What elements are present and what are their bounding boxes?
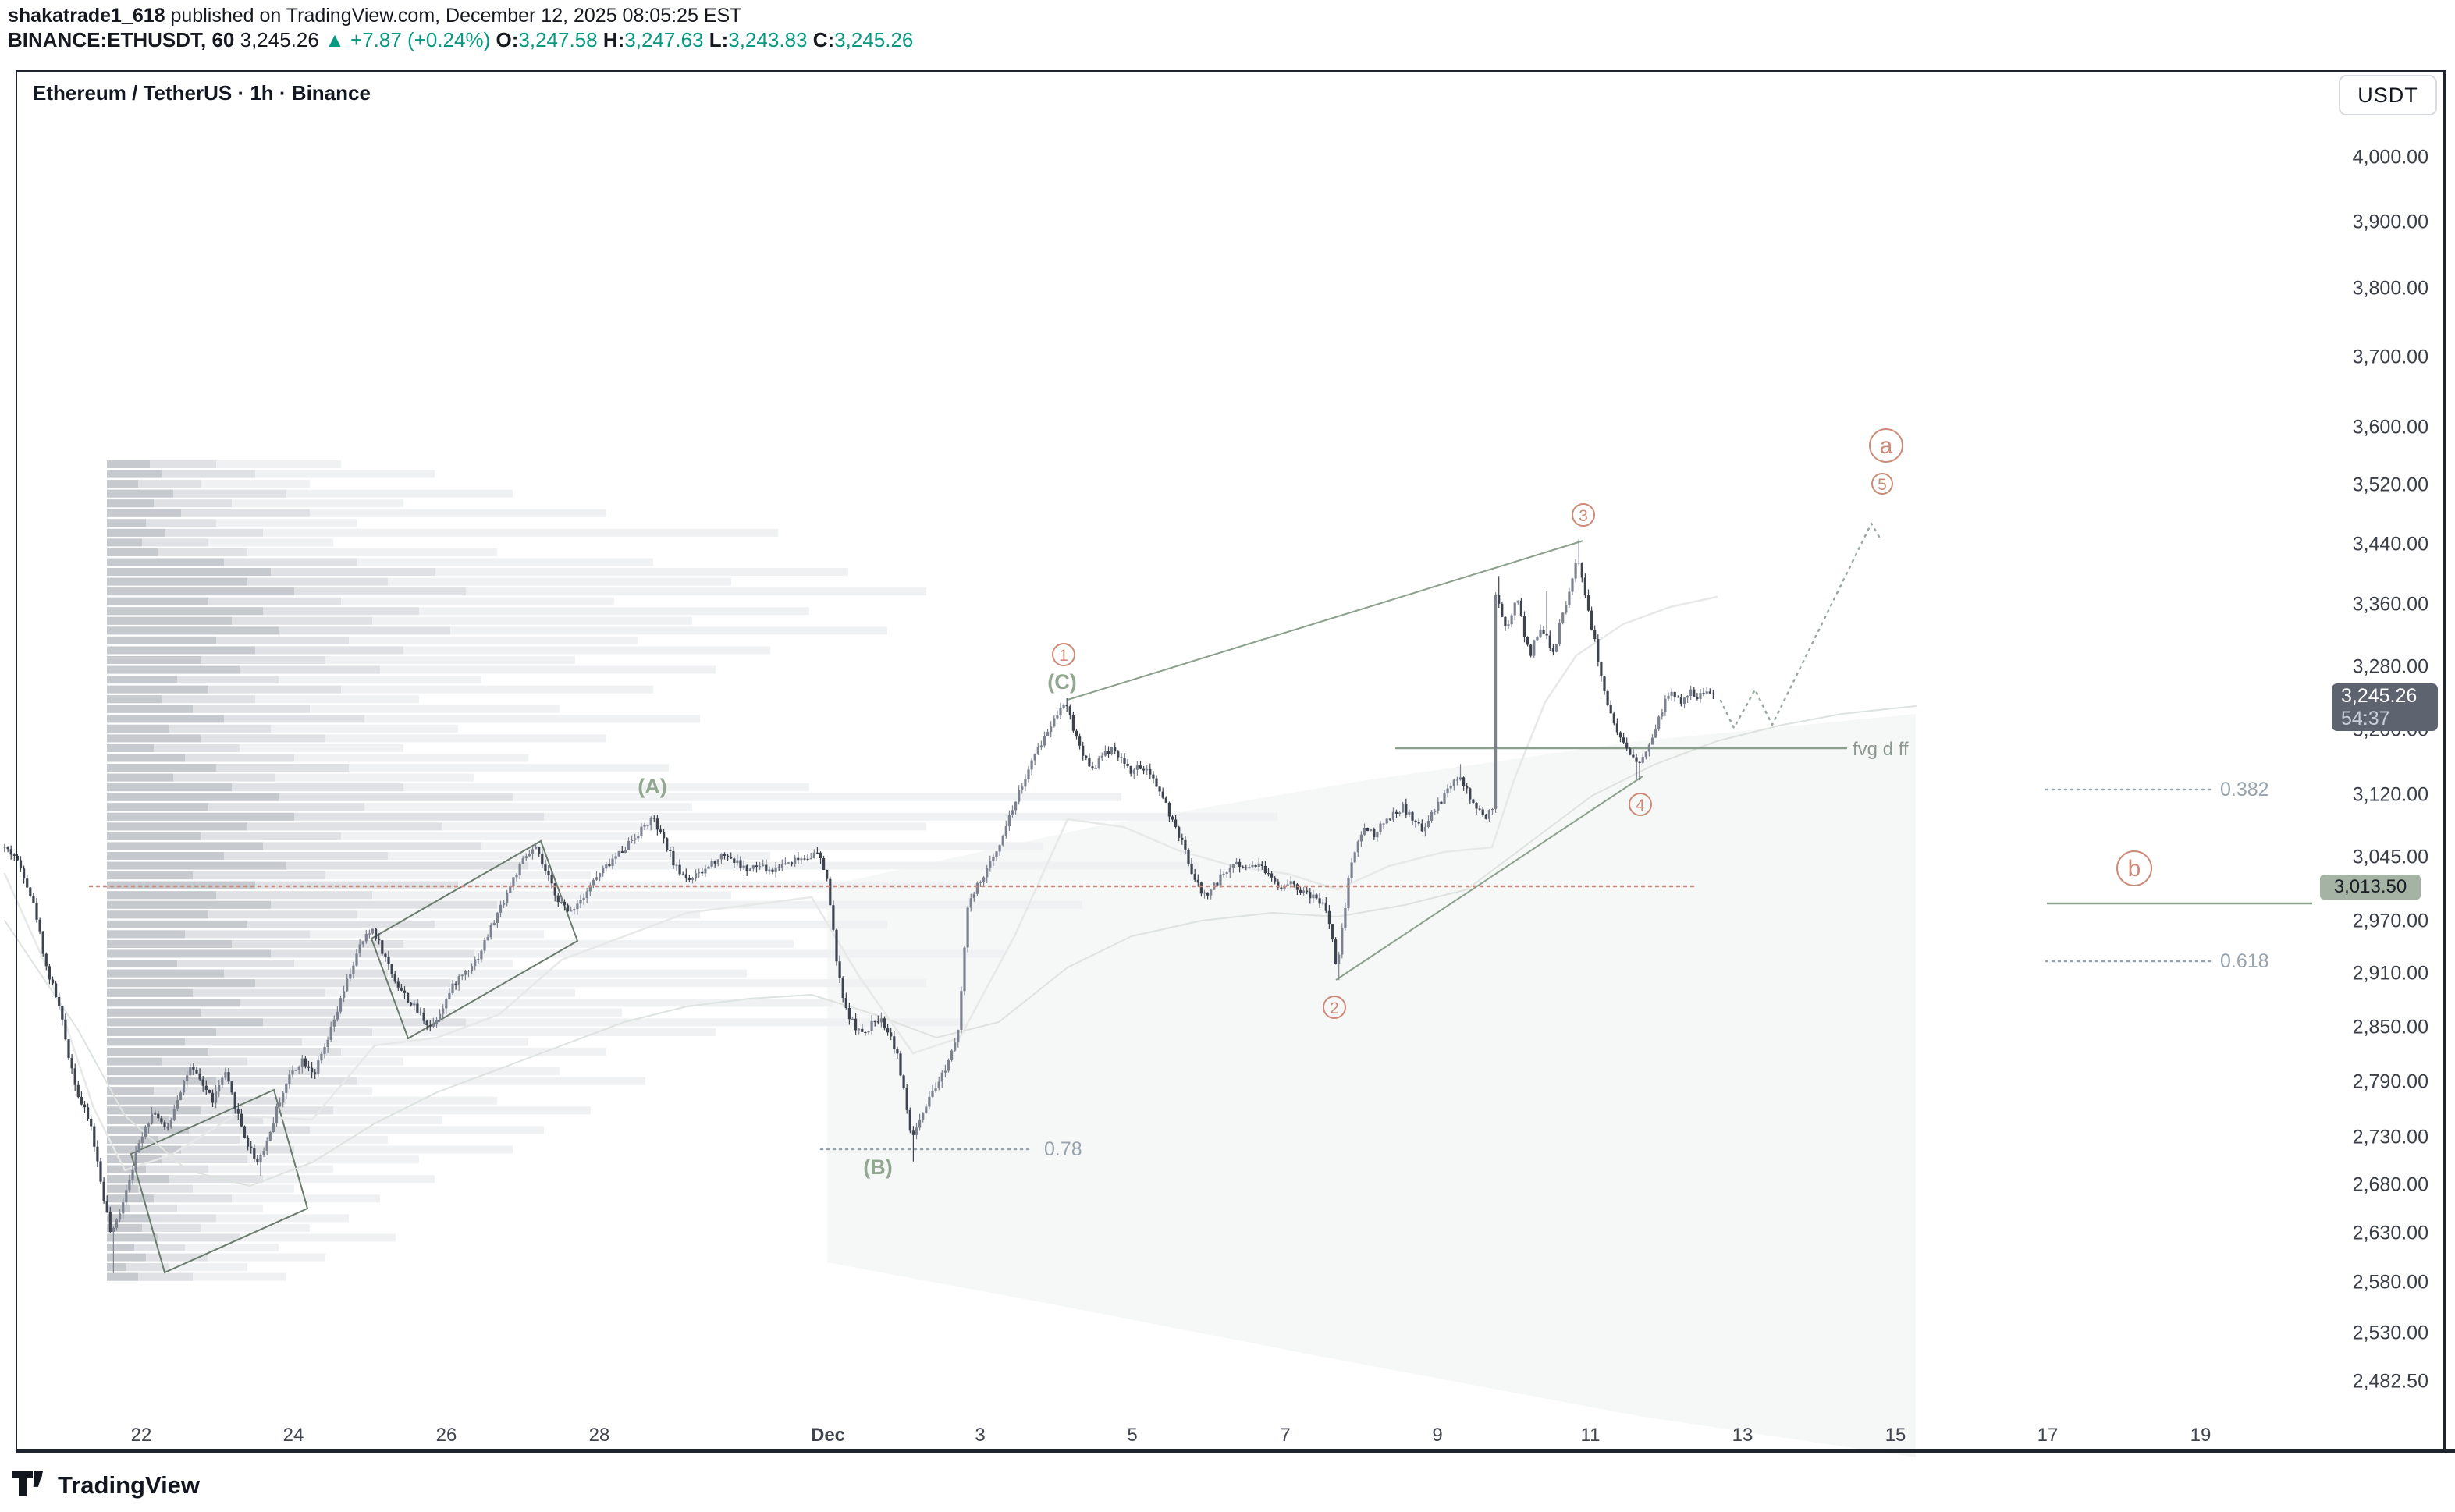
symbol-readout: BINANCE:ETHUSDT, 60 3,245.26 ▲ +7.87 (+0… bbox=[8, 28, 913, 52]
price-tick-2970: 2,970.00 bbox=[2352, 910, 2428, 932]
price-tick-3045: 3,045.00 bbox=[2352, 846, 2428, 868]
fib-label-0.78: 0.78 bbox=[1044, 1138, 1082, 1160]
wave-label-(C)[interactable]: (C) bbox=[1047, 670, 1076, 694]
currency-toggle-button[interactable]: USDT bbox=[2339, 75, 2437, 115]
volume-profile bbox=[107, 460, 1277, 1281]
time-tick-Dec: Dec bbox=[810, 1425, 846, 1446]
high-value: 3,247.63 bbox=[624, 28, 704, 51]
ema-slow-line bbox=[4, 705, 1917, 1187]
chart-title: Ethereum / TetherUS · 1h · Binance bbox=[33, 81, 371, 105]
trendline-wave1-wave3[interactable] bbox=[1067, 540, 1584, 701]
price-tick-3900: 3,900.00 bbox=[2352, 211, 2428, 233]
symbol-name: BINANCE:ETHUSDT, 60 bbox=[8, 28, 235, 51]
price-tick-3280: 3,280.00 bbox=[2352, 655, 2428, 678]
time-tick-24: 24 bbox=[282, 1425, 304, 1446]
up-arrow-icon: ▲ bbox=[325, 28, 345, 51]
price-tick-4000: 4,000.00 bbox=[2352, 146, 2428, 169]
time-tick-13: 13 bbox=[1732, 1425, 1753, 1446]
price-tick-2630: 2,630.00 bbox=[2352, 1222, 2428, 1244]
price-tick-2910: 2,910.00 bbox=[2352, 962, 2428, 985]
time-tick-22: 22 bbox=[130, 1425, 152, 1446]
price-tick-3520: 3,520.00 bbox=[2352, 474, 2428, 496]
wave-label-b[interactable]: b bbox=[2116, 850, 2152, 886]
wave-label-1[interactable]: 1 bbox=[1052, 643, 1075, 666]
price-channel-2[interactable] bbox=[370, 839, 579, 1040]
last-price: 3,245.26 bbox=[240, 28, 319, 51]
price-tick-2730: 2,730.00 bbox=[2352, 1126, 2428, 1148]
tradingview-logo-text: TradingView bbox=[58, 1471, 201, 1499]
frame-bottom-border bbox=[16, 1449, 2455, 1453]
wave5-projection-path[interactable] bbox=[1719, 522, 1881, 729]
svg-text:1: 1 bbox=[1059, 647, 1068, 665]
high-label: H: bbox=[602, 28, 625, 51]
low-value: 3,243.83 bbox=[728, 28, 808, 51]
wave-label-4[interactable]: 4 bbox=[1629, 793, 1652, 816]
frame-left-border bbox=[16, 70, 17, 1451]
price-tick-2530: 2,530.00 bbox=[2352, 1322, 2428, 1344]
svg-text:2: 2 bbox=[1330, 999, 1339, 1017]
wave-label-3[interactable]: 3 bbox=[1572, 503, 1595, 527]
tradingview-logo: TradingView bbox=[12, 1470, 200, 1501]
bar-countdown: 54:37 bbox=[2341, 708, 2390, 729]
close-value: 3,245.26 bbox=[834, 28, 914, 51]
time-tick-19: 19 bbox=[2190, 1425, 2212, 1446]
price-tick-3440: 3,440.00 bbox=[2352, 533, 2428, 555]
low-label: L: bbox=[709, 28, 729, 51]
time-tick-3: 3 bbox=[975, 1425, 986, 1446]
price-tick-3360: 3,360.00 bbox=[2352, 593, 2428, 616]
fib-label-0.382: 0.382 bbox=[2220, 779, 2269, 800]
time-tick-28: 28 bbox=[588, 1425, 610, 1446]
publish-info: published on TradingView.com, December 1… bbox=[165, 5, 742, 27]
price-tick-3120: 3,120.00 bbox=[2352, 783, 2428, 806]
svg-text:3: 3 bbox=[1579, 507, 1588, 525]
svg-text:4: 4 bbox=[1636, 797, 1645, 815]
price-tick-3700: 3,700.00 bbox=[2352, 346, 2428, 368]
price-tick-2680: 2,680.00 bbox=[2352, 1173, 2428, 1196]
wave-label-a[interactable]: a bbox=[1869, 428, 1903, 463]
time-tick-26: 26 bbox=[435, 1425, 457, 1446]
frame-top-border bbox=[16, 70, 2445, 72]
candlestick-series bbox=[3, 539, 1714, 1273]
time-tick-17: 17 bbox=[2037, 1425, 2059, 1446]
svg-text:a: a bbox=[1880, 433, 1893, 459]
tradingview-logo-icon bbox=[12, 1471, 44, 1496]
last-price-badge: 3,245.26 54:37 bbox=[2332, 683, 2438, 731]
frame-right-border bbox=[2443, 70, 2446, 1451]
last-price-badge-value: 3,245.26 bbox=[2341, 685, 2418, 707]
wave-label-2[interactable]: 2 bbox=[1323, 996, 1346, 1019]
price-tick-3800: 3,800.00 bbox=[2352, 277, 2428, 300]
svg-text:b: b bbox=[2128, 856, 2141, 882]
fib-label-0.618: 0.618 bbox=[2220, 950, 2269, 972]
time-tick-7: 7 bbox=[1280, 1425, 1291, 1446]
price-tick-3600: 3,600.00 bbox=[2352, 416, 2428, 438]
price-channel-1[interactable] bbox=[130, 1088, 309, 1274]
trendline-wave2-wave4[interactable] bbox=[1335, 776, 1643, 981]
wave-label-5[interactable]: 5 bbox=[1871, 473, 1893, 495]
wave-label-(B)[interactable]: (B) bbox=[863, 1155, 892, 1179]
price-tick-2580: 2,580.00 bbox=[2352, 1271, 2428, 1294]
open-label: O: bbox=[496, 28, 519, 51]
level-price-badge: 3,013.50 bbox=[2320, 875, 2421, 900]
time-tick-15: 15 bbox=[1885, 1425, 1906, 1446]
price-tick-2790: 2,790.00 bbox=[2352, 1070, 2428, 1093]
indicator-band bbox=[827, 714, 1916, 1457]
time-tick-9: 9 bbox=[1432, 1425, 1443, 1446]
price-change: +7.87 (+0.24%) bbox=[350, 28, 491, 51]
open-value: 3,247.58 bbox=[518, 28, 598, 51]
fvg-label: fvg d ff bbox=[1853, 739, 1909, 760]
wave-label-(A)[interactable]: (A) bbox=[638, 775, 666, 798]
price-tick-2482.5: 2,482.50 bbox=[2352, 1370, 2428, 1393]
time-tick-11: 11 bbox=[1580, 1425, 1601, 1446]
username: shakatrade1_618 bbox=[8, 5, 165, 27]
publish-line: shakatrade1_618 published on TradingView… bbox=[8, 5, 741, 27]
svg-text:5: 5 bbox=[1878, 476, 1887, 494]
price-tick-2850: 2,850.00 bbox=[2352, 1016, 2428, 1038]
time-tick-5: 5 bbox=[1127, 1425, 1138, 1446]
close-label: C: bbox=[812, 28, 835, 51]
